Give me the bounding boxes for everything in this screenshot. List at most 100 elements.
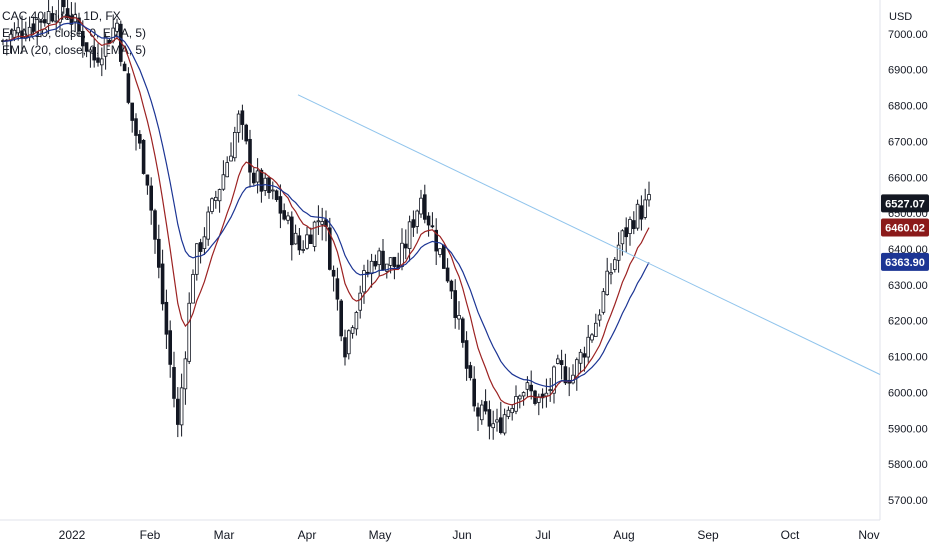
- candle-body-36: [137, 134, 142, 144]
- candle-body-18: [69, 15, 74, 25]
- last-price-badge: 6527.07: [885, 198, 925, 210]
- candle-body-136: [518, 395, 522, 400]
- candle-body-75: [286, 215, 290, 221]
- candle-body-113: [430, 225, 435, 228]
- candle-body-12: [46, 11, 51, 25]
- candle-body-132: [502, 414, 507, 434]
- candle-body-78: [297, 235, 302, 251]
- candle-body-71: [270, 189, 275, 192]
- price-tick-10: 6700.00: [888, 136, 928, 148]
- candle-body-155: [590, 334, 594, 341]
- time-tick-8: Sep: [697, 528, 719, 542]
- candle-body-54: [206, 211, 211, 240]
- candle-body-160: [609, 272, 613, 275]
- candle-body-115: [438, 248, 442, 255]
- candle-body-123: [468, 365, 473, 379]
- time-tick-2: Mar: [214, 528, 235, 542]
- candle-body-107: [407, 221, 412, 250]
- time-tick-1: Feb: [140, 528, 161, 542]
- time-tick-3: Apr: [298, 528, 317, 542]
- candle-body-29: [111, 27, 116, 42]
- candle-body-159: [605, 270, 609, 296]
- candle-body-44: [168, 330, 173, 365]
- candle-body-76: [289, 216, 294, 246]
- candle-body-45: [172, 367, 176, 399]
- candle-body-63: [240, 110, 245, 125]
- candle-body-87: [331, 269, 336, 277]
- candle-body-40: [153, 210, 157, 240]
- candle-body-108: [411, 219, 416, 228]
- candle-body-102: [388, 257, 393, 266]
- candle-body-64: [244, 124, 249, 142]
- resistance-trendline: [297, 94, 881, 375]
- candle-body-30: [115, 22, 119, 32]
- candle-body-22: [84, 42, 89, 52]
- candle-body-73: [278, 196, 283, 214]
- candle-body-81: [308, 234, 313, 244]
- candle-body-153: [582, 353, 587, 358]
- candle-body-82: [312, 221, 317, 247]
- candle-body-147: [559, 360, 564, 366]
- last-price-badge-bg: [881, 194, 929, 213]
- candle-body-77: [293, 232, 298, 245]
- candle-body-96: [365, 271, 370, 274]
- candle-body-92: [350, 327, 355, 334]
- candle-body-116: [441, 244, 446, 269]
- candle-body-11: [43, 19, 47, 24]
- candle-body-127: [483, 401, 488, 412]
- candle-body-103: [392, 256, 397, 267]
- candle-body-168: [639, 205, 644, 220]
- candle-body-131: [498, 417, 503, 433]
- candle-body-89: [339, 300, 343, 337]
- candle-body-124: [472, 378, 476, 407]
- candle-body-53: [202, 236, 207, 250]
- candle-body-68: [259, 169, 264, 192]
- candle-body-86: [327, 227, 332, 270]
- candle-body-34: [130, 102, 135, 121]
- price-tick-4: 6100.00: [888, 352, 928, 364]
- candle-body-93: [354, 312, 359, 330]
- candle-body-13: [50, 13, 55, 22]
- candle-body-39: [149, 185, 154, 211]
- candle-body-15: [58, 0, 62, 23]
- candle-body-90: [343, 337, 347, 358]
- price-tick-0: 5700.00: [888, 495, 928, 507]
- candle-body-169: [643, 199, 647, 218]
- candle-body-35: [134, 118, 138, 136]
- candle-body-37: [141, 139, 146, 174]
- ema20-line: [2, 21, 650, 388]
- candle-body-46: [175, 398, 180, 425]
- candle-body-61: [232, 132, 237, 159]
- candle-body-119: [453, 290, 457, 318]
- candle-body-17: [65, 8, 70, 19]
- candle-body-101: [384, 263, 389, 272]
- candle-body-167: [635, 203, 640, 229]
- candle-body-4: [16, 27, 20, 34]
- candle-body-158: [601, 291, 606, 313]
- candle-body-48: [183, 358, 188, 390]
- candle-body-165: [628, 219, 632, 235]
- candle-body-88: [335, 278, 340, 300]
- ema20-badge: 6363.90: [885, 257, 925, 269]
- candle-body-109: [415, 210, 419, 227]
- candle-body-47: [179, 387, 184, 426]
- candle-body-94: [358, 292, 362, 311]
- price-tick-6: 6300.00: [888, 280, 928, 292]
- candle-body-152: [578, 351, 583, 364]
- candle-body-21: [81, 31, 85, 47]
- candle-body-43: [164, 301, 169, 335]
- ema20-legend[interactable]: EMA (20, close, 0, EMA, 5): [2, 43, 147, 57]
- candle-body-38: [145, 174, 150, 186]
- candle-body-98: [373, 260, 378, 267]
- candle-body-162: [616, 244, 621, 261]
- candle-body-83: [316, 220, 321, 223]
- time-tick-6: Jul: [535, 528, 550, 542]
- candle-body-65: [248, 138, 252, 173]
- time-tick-9: Oct: [781, 528, 800, 542]
- candle-body-161: [613, 259, 617, 270]
- candle-body-99: [377, 250, 381, 266]
- time-tick-7: Aug: [613, 528, 634, 542]
- candle-body-55: [210, 198, 214, 212]
- candle-body-134: [510, 408, 514, 414]
